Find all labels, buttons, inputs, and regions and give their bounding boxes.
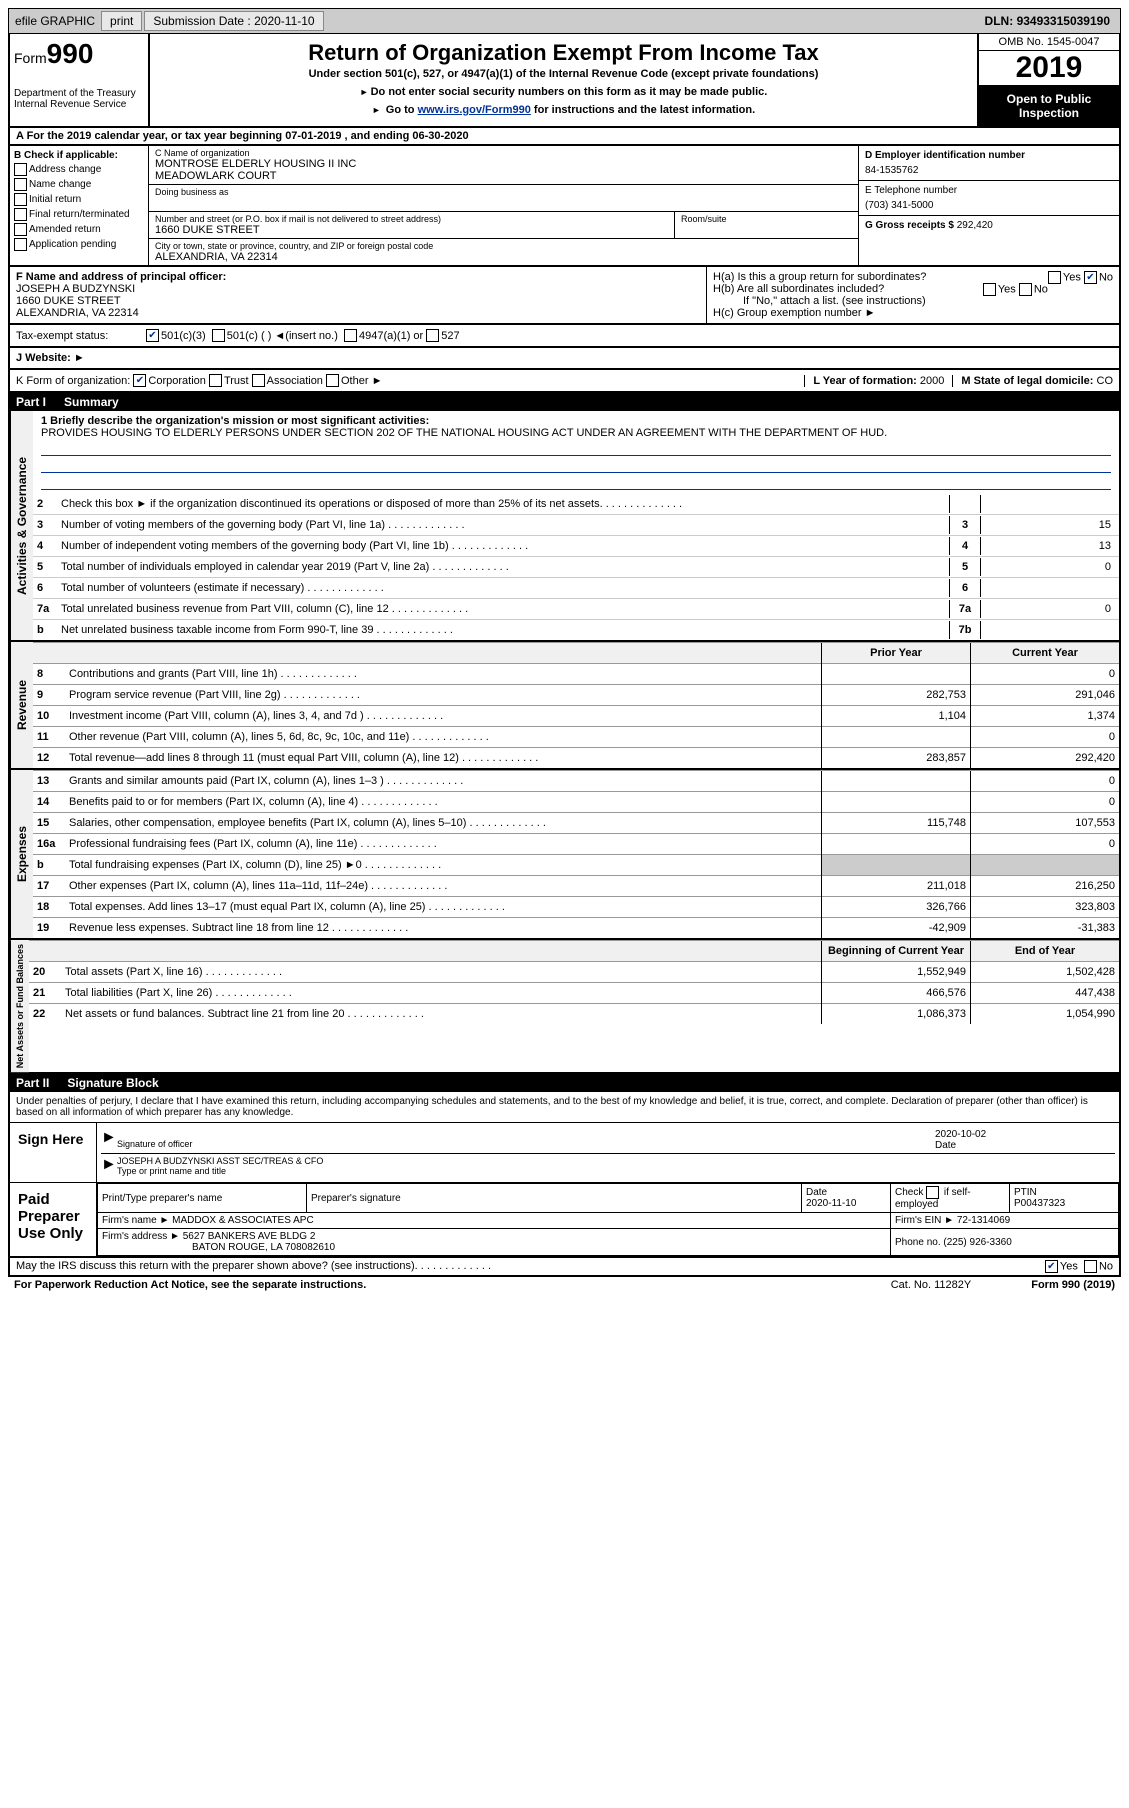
tax-status-row: Tax-exempt status: 501(c)(3) 501(c) ( ) … <box>8 325 1121 348</box>
header-left: Form990 Department of the Treasury Inter… <box>10 34 150 126</box>
top-bar: efile GRAPHIC print Submission Date : 20… <box>8 8 1121 34</box>
subdate-button[interactable]: Submission Date : 2020-11-10 <box>144 11 323 31</box>
k-row: K Form of organization: Corporation Trus… <box>8 370 1121 393</box>
expenses-section: Expenses 13Grants and similar amounts pa… <box>8 770 1121 940</box>
print-button[interactable]: print <box>101 11 142 31</box>
governance-section: Activities & Governance 1 Briefly descri… <box>8 411 1121 642</box>
footer: For Paperwork Reduction Act Notice, see … <box>8 1277 1121 1293</box>
dln: DLN: 93493315039190 <box>985 14 1118 28</box>
website-row: J Website: ► <box>8 348 1121 370</box>
header-right: OMB No. 1545-0047 2019 Open to Public In… <box>977 34 1119 126</box>
instructions-link[interactable]: www.irs.gov/Form990 <box>418 104 531 116</box>
revenue-section: Revenue Prior YearCurrent Year 8Contribu… <box>8 642 1121 770</box>
checkboxes-b: B Check if applicable: Address change Na… <box>10 146 149 265</box>
netassets-section: Net Assets or Fund Balances Beginning of… <box>8 940 1121 1074</box>
form-header: Form990 Department of the Treasury Inter… <box>8 34 1121 128</box>
header-title: Return of Organization Exempt From Incom… <box>150 34 977 126</box>
section-a: A For the 2019 calendar year, or tax yea… <box>8 128 1121 146</box>
signature-block: Under penalties of perjury, I declare th… <box>8 1092 1121 1258</box>
efile-label: efile GRAPHIC <box>11 14 99 28</box>
officer-row: F Name and address of principal officer:… <box>8 267 1121 325</box>
part1-header: Part ISummary <box>8 393 1121 411</box>
discuss-row: May the IRS discuss this return with the… <box>8 1258 1121 1277</box>
entity-block: B Check if applicable: Address change Na… <box>8 146 1121 267</box>
part2-header: Part IISignature Block <box>8 1074 1121 1092</box>
